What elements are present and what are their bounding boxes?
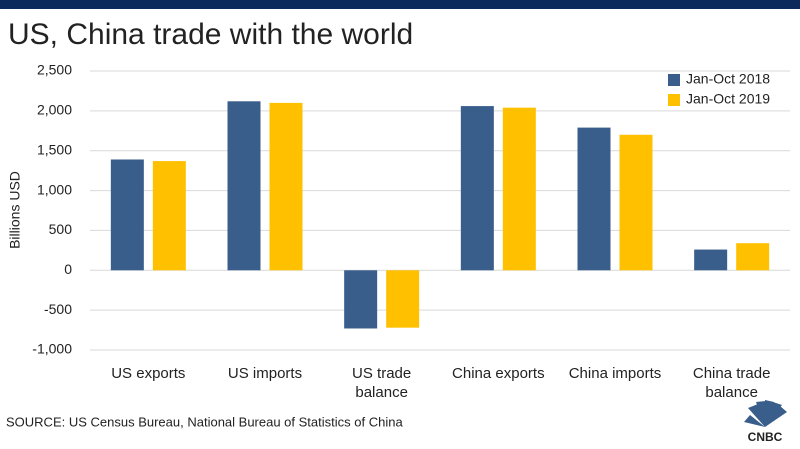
x-tick-label: US exports bbox=[111, 365, 186, 382]
legend-label: Jan-Oct 2018 bbox=[686, 71, 770, 87]
legend-label: Jan-Oct 2019 bbox=[686, 91, 770, 107]
x-tick-label: US trade balance bbox=[352, 365, 412, 401]
logo-text: CNBC bbox=[748, 430, 783, 444]
x-tick-label: China trade balance bbox=[692, 365, 771, 401]
legend-swatch bbox=[668, 94, 680, 106]
bar bbox=[269, 102, 303, 271]
y-tick-label: 2,000 bbox=[37, 102, 72, 118]
y-tick-label: 1,500 bbox=[37, 141, 72, 157]
bar bbox=[619, 134, 653, 271]
bar bbox=[110, 159, 144, 271]
y-tick-label: 1,000 bbox=[37, 181, 72, 197]
bar bbox=[460, 106, 494, 271]
bar bbox=[227, 101, 261, 271]
y-tick-label: 0 bbox=[64, 261, 72, 277]
top-bar bbox=[0, 0, 800, 9]
bar bbox=[736, 243, 770, 271]
bar bbox=[152, 161, 186, 271]
y-tick-label: 2,500 bbox=[37, 62, 72, 78]
y-tick-label: 500 bbox=[49, 221, 73, 237]
x-tick-label: China exports bbox=[452, 365, 545, 382]
y-tick-label: -500 bbox=[44, 301, 72, 317]
y-tick-label: -1,000 bbox=[32, 341, 72, 357]
x-tick-label: US imports bbox=[227, 365, 303, 382]
bar bbox=[344, 270, 378, 329]
bar bbox=[577, 127, 611, 271]
logo: CNBC bbox=[744, 400, 787, 444]
bar bbox=[502, 107, 536, 271]
y-axis-label: Billions USD bbox=[7, 171, 23, 249]
legend-swatch bbox=[668, 74, 680, 86]
chart-title: US, China trade with the world bbox=[8, 18, 413, 51]
logo-mark bbox=[744, 400, 787, 427]
bar bbox=[386, 270, 420, 328]
bar bbox=[694, 249, 728, 271]
source: SOURCE: US Census Bureau, National Burea… bbox=[6, 414, 403, 429]
x-tick-label: China imports bbox=[568, 365, 662, 382]
